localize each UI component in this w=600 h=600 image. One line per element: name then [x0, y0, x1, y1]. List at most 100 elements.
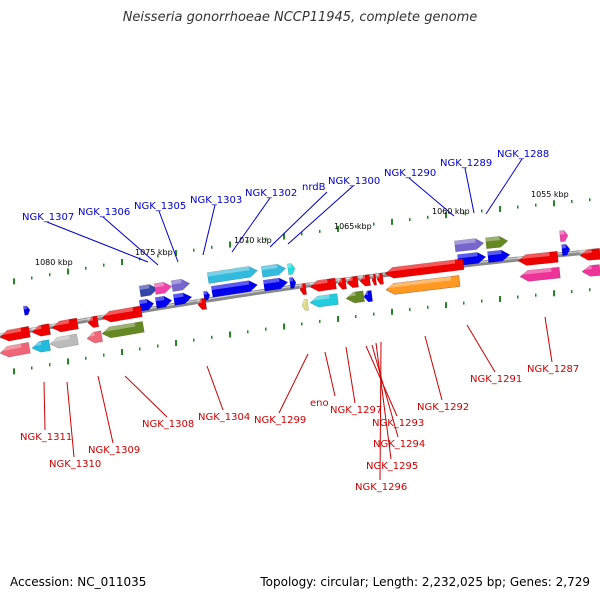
gene-feature-gloss [561, 244, 567, 249]
reverse-gene-label[interactable]: NGK_1292 [417, 402, 469, 413]
scale-tick [373, 222, 375, 226]
cds-feature [454, 238, 485, 253]
gene-feature-shape [337, 277, 347, 290]
cds-feature-gloss [287, 263, 292, 268]
reverse-gene-label[interactable]: NGK_1287 [527, 364, 579, 375]
reverse-gene-label[interactable]: NGK_1304 [198, 412, 250, 423]
forward-gene-label[interactable]: NGK_1290 [384, 168, 436, 179]
cds-feature-gloss [581, 265, 592, 271]
gene-feature-gloss [173, 292, 184, 299]
gene-feature-gloss [359, 275, 366, 280]
cds-feature-gloss [49, 335, 70, 343]
gene-feature-shape [561, 243, 571, 256]
reverse-gene-label[interactable]: NGK_1293 [372, 418, 424, 429]
gene-feature-gloss [23, 305, 27, 310]
reverse-gene-label[interactable]: NGK_1311 [20, 432, 72, 443]
gene-feature-gloss [203, 291, 208, 295]
forward-gene-label[interactable]: NGK_1306 [78, 207, 130, 218]
gene-feature-gloss [346, 276, 353, 282]
scale-tick [481, 299, 483, 303]
gene-feature [346, 275, 359, 289]
gene-feature-gloss [309, 279, 328, 286]
reverse-gene-label[interactable]: NGK_1308 [142, 419, 194, 430]
gene-feature-shape [101, 305, 143, 323]
reverse-gene-label[interactable]: NGK_1295 [366, 461, 418, 472]
forward-gene-leader-line [485, 158, 523, 215]
reverse-gene-leader-line [371, 344, 399, 438]
reverse-gene-label[interactable]: NGK_1299 [254, 415, 306, 426]
gene-feature [561, 243, 571, 256]
gene-feature-shape [197, 297, 208, 311]
gene-feature-gloss [197, 298, 203, 304]
scale-tick [265, 237, 267, 241]
forward-gene-label[interactable]: NGK_1288 [497, 149, 549, 160]
reverse-gene-label[interactable]: NGK_1294 [373, 439, 425, 450]
scale-tick [337, 315, 339, 322]
forward-gene-label[interactable]: NGK_1305 [134, 201, 186, 212]
scale-tick [499, 296, 501, 302]
reverse-gene-label[interactable]: NGK_1310 [49, 459, 101, 470]
reverse-gene-leader-line [424, 335, 443, 401]
cds-feature [138, 284, 159, 298]
cds-feature-gloss [485, 236, 500, 242]
cds-feature-gloss [454, 238, 476, 245]
cds-feature-gloss [519, 267, 552, 276]
cds-feature-shape [206, 266, 258, 284]
gene-feature-gloss [384, 259, 456, 273]
gene-feature-shape [376, 272, 384, 285]
gene-feature-gloss [457, 252, 478, 259]
cds-feature [559, 230, 569, 243]
scale-tick [517, 295, 519, 299]
scale-tick [247, 240, 249, 244]
gene-feature-gloss [299, 283, 304, 289]
gene-feature [384, 258, 465, 279]
scale-tick [355, 224, 357, 228]
reverse-gene-label[interactable]: NGK_1291 [470, 374, 522, 385]
gene-feature-gloss [487, 250, 502, 256]
forward-gene-label[interactable]: NGK_1289 [440, 158, 492, 169]
accession-text: Accession: NC_011035 [10, 575, 147, 589]
gene-feature [154, 295, 173, 309]
cds-feature-gloss [0, 343, 22, 352]
cds-feature-gloss [207, 266, 250, 277]
scale-tick [499, 206, 501, 212]
forward-gene-label[interactable]: NGK_1302 [245, 188, 297, 199]
scale-tick [121, 349, 123, 356]
gene-feature [371, 273, 377, 286]
gene-feature-gloss [31, 325, 42, 331]
reverse-gene-label[interactable]: eno [310, 398, 329, 409]
scale-tick [589, 198, 591, 202]
gene-feature [0, 325, 31, 342]
scale-tick [535, 293, 537, 297]
gene-feature [288, 277, 297, 289]
scale-tick [301, 322, 303, 326]
gene-feature-shape [87, 315, 100, 328]
cds-feature-shape [286, 263, 296, 276]
gene-feature-gloss [155, 296, 165, 302]
reverse-gene-label[interactable]: NGK_1309 [88, 445, 140, 456]
gene-feature-shape [309, 277, 337, 292]
cds-feature-gloss [363, 290, 369, 296]
cds-feature-shape [581, 264, 600, 277]
forward-gene-label[interactable]: NGK_1300 [328, 176, 380, 187]
gene-feature-shape [346, 275, 359, 289]
cds-feature-gloss [154, 282, 164, 288]
gene-feature [210, 280, 258, 298]
cds-feature [363, 290, 373, 303]
reverse-gene-label[interactable]: NGK_1296 [355, 482, 407, 493]
gene-feature-shape [288, 277, 297, 289]
gene-feature-gloss [371, 274, 374, 279]
forward-gene-leader-line [464, 167, 475, 214]
scale-tick [13, 278, 15, 285]
forward-gene-leader-line [269, 191, 328, 248]
cds-feature-shape [309, 293, 339, 308]
forward-gene-label[interactable]: nrdB [302, 182, 326, 193]
reverse-gene-label[interactable]: NGK_1297 [330, 405, 382, 416]
cds-feature-shape [345, 290, 365, 304]
forward-gene-label[interactable]: NGK_1307 [22, 212, 74, 223]
forward-gene-label[interactable]: NGK_1303 [190, 195, 242, 206]
scale-tick [571, 199, 573, 203]
scale-label: 1080 kbp [35, 258, 73, 267]
cds-feature-shape [170, 278, 191, 292]
gene-feature [299, 283, 307, 296]
